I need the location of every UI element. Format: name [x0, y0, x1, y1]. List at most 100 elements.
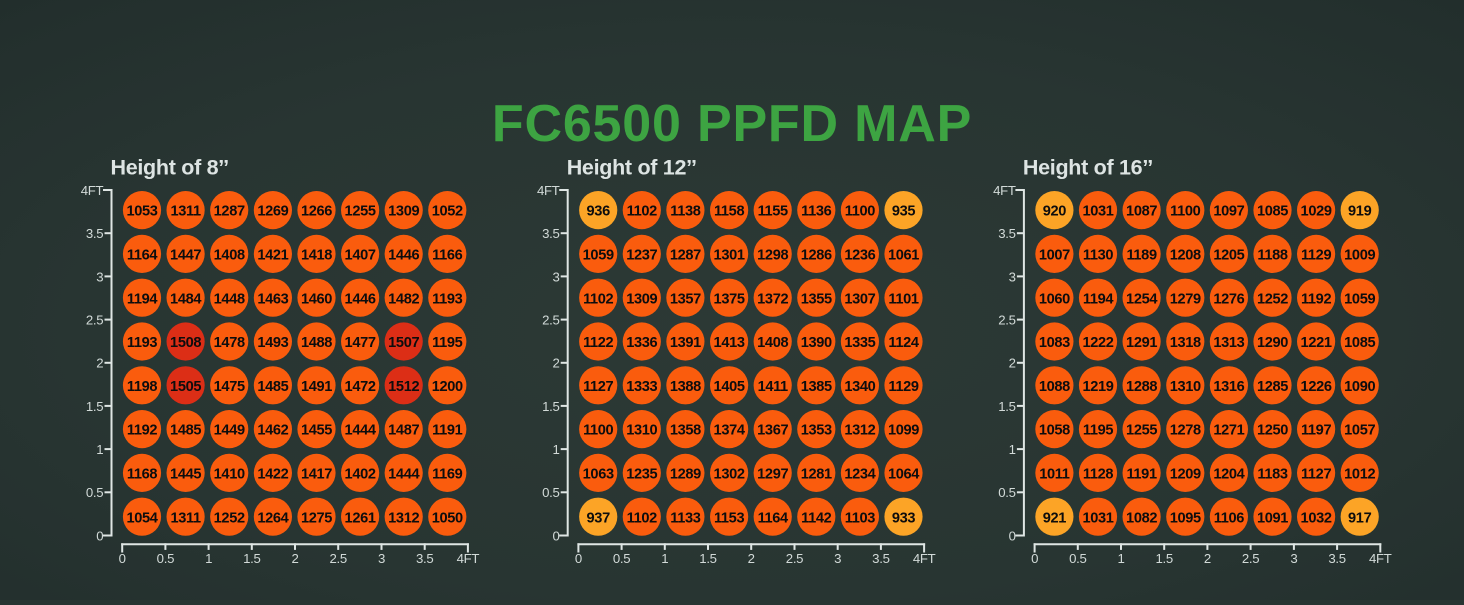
svg-text:1236: 1236: [844, 248, 875, 264]
svg-text:1421: 1421: [257, 248, 288, 264]
svg-text:1455: 1455: [301, 423, 332, 439]
svg-text:1291: 1291: [1126, 335, 1157, 351]
svg-text:1391: 1391: [670, 335, 701, 351]
svg-text:1444: 1444: [388, 467, 420, 483]
svg-text:1444: 1444: [345, 423, 377, 439]
svg-text:1335: 1335: [844, 335, 875, 351]
svg-text:Height of 8’’: Height of 8’’: [111, 156, 229, 180]
svg-text:1200: 1200: [432, 379, 463, 395]
svg-text:1355: 1355: [801, 291, 832, 307]
svg-text:1318: 1318: [1170, 335, 1201, 351]
svg-text:3: 3: [834, 551, 841, 566]
svg-text:1287: 1287: [214, 204, 245, 220]
svg-text:937: 937: [587, 510, 611, 526]
svg-text:1485: 1485: [257, 379, 288, 395]
svg-text:1129: 1129: [888, 379, 918, 395]
svg-text:0.5: 0.5: [1069, 551, 1086, 566]
svg-text:1307: 1307: [844, 291, 875, 307]
svg-text:1287: 1287: [670, 248, 701, 264]
svg-text:1.5: 1.5: [699, 551, 716, 566]
svg-text:1472: 1472: [345, 379, 376, 395]
svg-text:936: 936: [587, 204, 611, 220]
svg-text:1446: 1446: [345, 291, 376, 307]
svg-text:1205: 1205: [1213, 248, 1244, 264]
svg-text:1124: 1124: [888, 335, 919, 351]
svg-text:1061: 1061: [888, 248, 919, 264]
svg-text:2.5: 2.5: [998, 313, 1015, 328]
svg-text:1336: 1336: [626, 335, 657, 351]
svg-text:1411: 1411: [758, 379, 788, 395]
svg-text:1194: 1194: [1083, 291, 1114, 307]
svg-text:1102: 1102: [627, 510, 657, 526]
svg-text:1059: 1059: [583, 248, 614, 264]
svg-text:1192: 1192: [127, 423, 157, 439]
svg-text:1226: 1226: [1301, 379, 1332, 395]
svg-text:919: 919: [1348, 204, 1372, 220]
svg-text:1385: 1385: [801, 379, 832, 395]
svg-text:1289: 1289: [670, 467, 701, 483]
svg-text:1460: 1460: [301, 291, 332, 307]
svg-text:3: 3: [96, 269, 103, 284]
svg-text:1050: 1050: [432, 510, 463, 526]
svg-text:1408: 1408: [757, 335, 788, 351]
svg-text:1064: 1064: [888, 467, 920, 483]
svg-text:1100: 1100: [1170, 204, 1200, 220]
svg-text:2.5: 2.5: [542, 313, 559, 328]
svg-text:1192: 1192: [1301, 291, 1331, 307]
svg-text:1054: 1054: [126, 510, 158, 526]
svg-text:4FT: 4FT: [1369, 551, 1392, 566]
svg-text:1082: 1082: [1126, 510, 1157, 526]
svg-text:1275: 1275: [301, 510, 332, 526]
svg-text:1312: 1312: [388, 510, 419, 526]
svg-text:1101: 1101: [888, 291, 918, 307]
svg-text:1462: 1462: [257, 423, 288, 439]
svg-text:1194: 1194: [127, 291, 158, 307]
svg-text:1281: 1281: [801, 467, 832, 483]
svg-text:1153: 1153: [714, 510, 744, 526]
svg-text:1: 1: [1117, 551, 1124, 566]
svg-text:0.5: 0.5: [613, 551, 630, 566]
svg-text:1301: 1301: [714, 248, 745, 264]
svg-text:1508: 1508: [170, 335, 201, 351]
svg-text:0.5: 0.5: [998, 485, 1015, 500]
svg-text:1237: 1237: [626, 248, 657, 264]
svg-text:1357: 1357: [670, 291, 701, 307]
svg-text:935: 935: [892, 204, 916, 220]
svg-text:0: 0: [1031, 551, 1038, 566]
svg-text:3: 3: [552, 269, 559, 284]
svg-text:1254: 1254: [1126, 291, 1158, 307]
svg-text:1310: 1310: [626, 423, 657, 439]
svg-text:1138: 1138: [670, 204, 700, 220]
svg-text:1316: 1316: [1213, 379, 1244, 395]
svg-text:1290: 1290: [1257, 335, 1288, 351]
svg-text:0: 0: [575, 551, 582, 566]
svg-text:1250: 1250: [1257, 423, 1288, 439]
svg-text:1407: 1407: [345, 248, 376, 264]
svg-text:1032: 1032: [1301, 510, 1332, 526]
svg-text:1059: 1059: [1344, 291, 1375, 307]
svg-text:1130: 1130: [1083, 248, 1113, 264]
svg-text:1488: 1488: [301, 335, 332, 351]
svg-text:1129: 1129: [1301, 248, 1331, 264]
svg-text:1102: 1102: [583, 291, 613, 307]
svg-text:1340: 1340: [844, 379, 875, 395]
svg-text:1168: 1168: [127, 467, 157, 483]
svg-text:1276: 1276: [1213, 291, 1244, 307]
svg-text:1463: 1463: [257, 291, 288, 307]
svg-text:4FT: 4FT: [457, 551, 480, 566]
svg-text:1: 1: [552, 442, 559, 457]
svg-text:1058: 1058: [1039, 423, 1070, 439]
svg-text:1491: 1491: [301, 379, 332, 395]
svg-text:1219: 1219: [1082, 379, 1113, 395]
svg-text:1208: 1208: [1170, 248, 1201, 264]
svg-text:3: 3: [378, 551, 385, 566]
svg-text:1183: 1183: [1257, 467, 1287, 483]
svg-text:1255: 1255: [345, 204, 376, 220]
svg-text:2: 2: [96, 356, 103, 371]
svg-text:1422: 1422: [257, 467, 288, 483]
svg-text:1142: 1142: [801, 510, 831, 526]
svg-text:1487: 1487: [388, 423, 419, 439]
svg-text:1507: 1507: [388, 335, 419, 351]
svg-text:1285: 1285: [1257, 379, 1288, 395]
svg-text:1312: 1312: [844, 423, 875, 439]
